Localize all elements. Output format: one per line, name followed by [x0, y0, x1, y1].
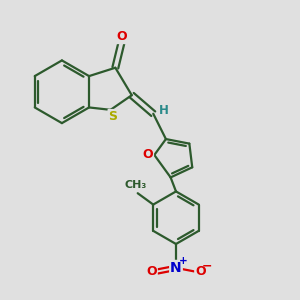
Text: +: +: [179, 256, 188, 266]
Text: H: H: [159, 103, 169, 117]
Text: O: O: [116, 30, 127, 43]
Text: N: N: [170, 261, 182, 275]
Text: O: O: [142, 148, 153, 161]
Text: O: O: [146, 265, 157, 278]
Text: S: S: [109, 110, 118, 123]
Text: −: −: [202, 260, 212, 273]
Text: CH₃: CH₃: [124, 180, 146, 190]
Text: O: O: [195, 265, 206, 278]
